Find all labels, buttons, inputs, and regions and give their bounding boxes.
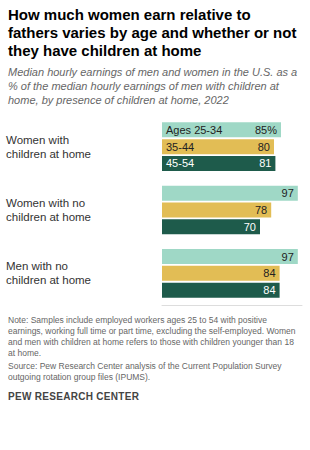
svg-text:35-44: 35-44 <box>166 141 194 153</box>
html-text:How much women earn relative t: How much women earn relative to fathers … <box>8 6 297 59</box>
svg-text:78: 78 <box>255 204 267 216</box>
svg-text:85%: 85% <box>255 124 277 136</box>
svg-text:children at home: children at home <box>6 274 91 286</box>
svg-text:children at home: children at home <box>6 211 91 223</box>
svg-text:70: 70 <box>244 221 256 233</box>
svg-text:84: 84 <box>263 267 275 279</box>
html-text:PEW RESEARCH CENTER: PEW RESEARCH CENTER <box>8 391 140 402</box>
html-text:Median hourly earnings of men: Median hourly earnings of men and women … <box>8 66 298 106</box>
svg-text:80: 80 <box>258 141 270 153</box>
svg-text:97: 97 <box>282 187 294 199</box>
svg-text:Men with no: Men with no <box>6 260 71 272</box>
svg-text:Women with: Women with <box>6 134 72 146</box>
svg-text:97: 97 <box>282 251 294 263</box>
html-text:Source: Pew Research Center an: Source: Pew Research Center analysis of … <box>8 361 282 382</box>
svg-text:45-54: 45-54 <box>166 157 194 169</box>
svg-text:Women with no: Women with no <box>6 197 88 209</box>
html-text:Note: Samples include employed: Note: Samples include employed workers a… <box>8 315 296 358</box>
svg-text:84: 84 <box>263 284 275 296</box>
svg-text:Ages 25-34: Ages 25-34 <box>166 124 222 136</box>
svg-text:children at home: children at home <box>6 148 91 160</box>
svg-text:81: 81 <box>259 157 271 169</box>
